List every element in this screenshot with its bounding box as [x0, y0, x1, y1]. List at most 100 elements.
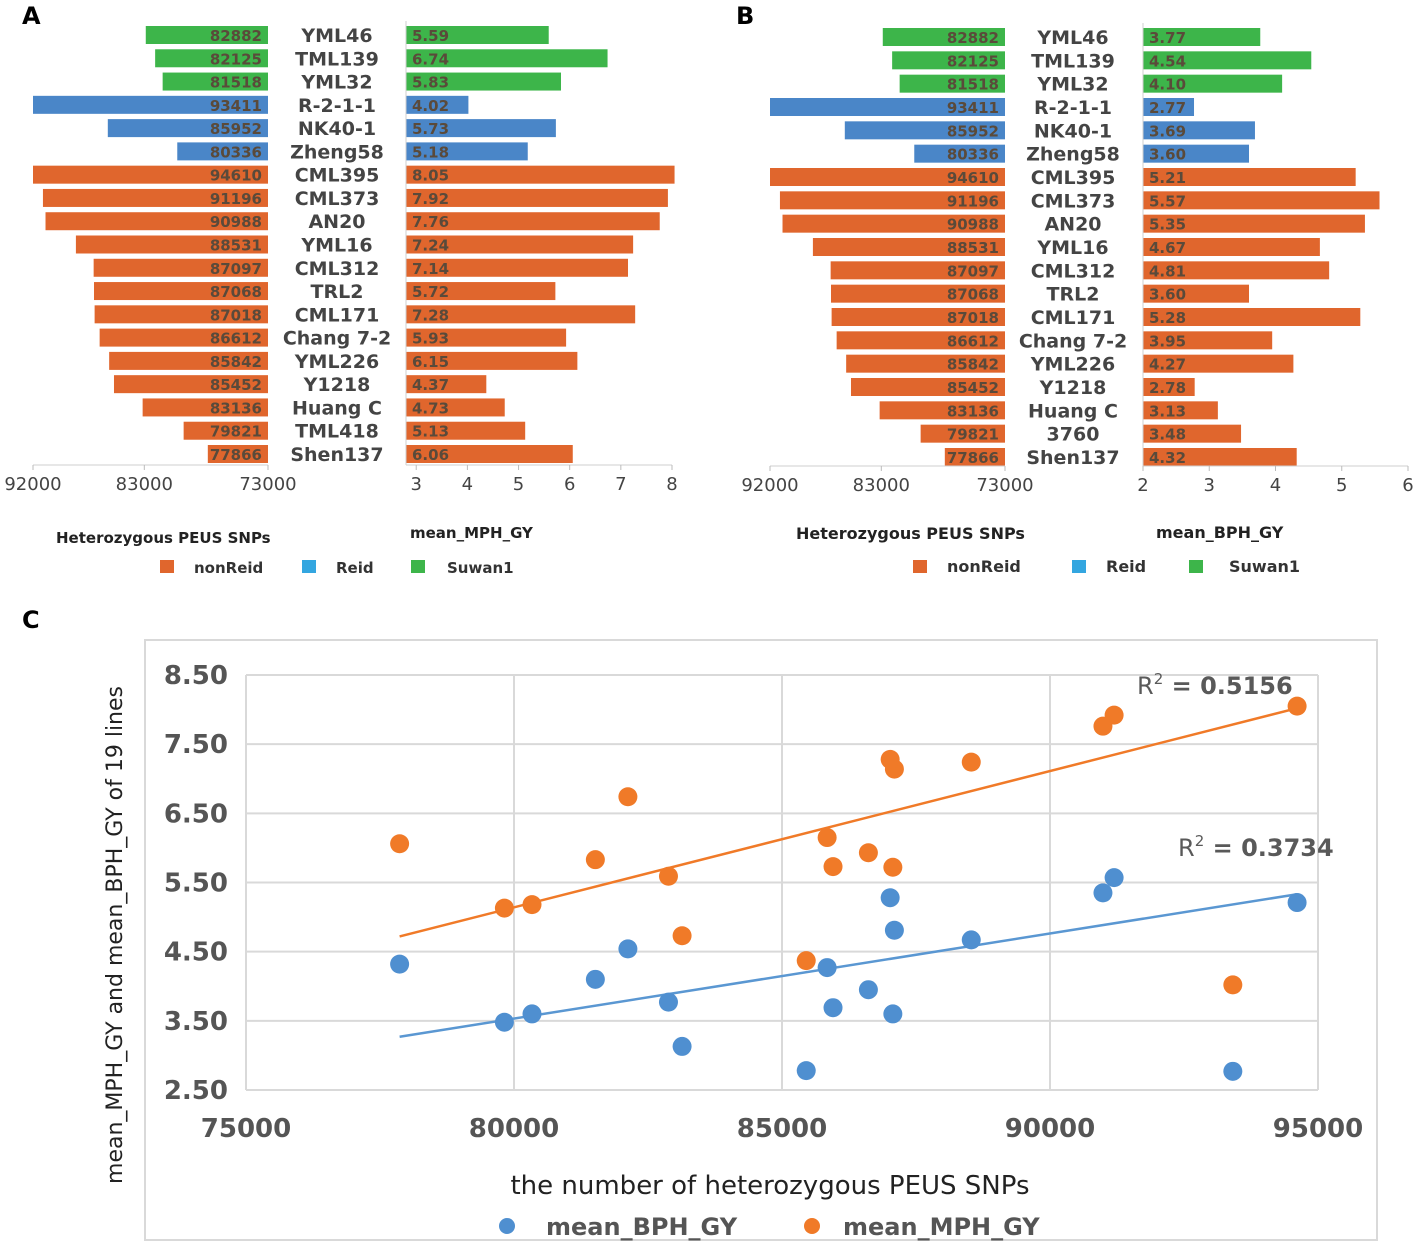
point-bph — [883, 1004, 903, 1024]
right-bar — [406, 421, 526, 440]
right-tick-label: 3 — [1204, 475, 1215, 496]
right-tick-label: 5 — [1336, 475, 1347, 496]
legend-marker-bph — [499, 1218, 515, 1234]
right-bar-label: 5.59 — [412, 27, 449, 45]
legend-label-nonreid: nonReid — [194, 559, 263, 577]
left-bar-label: 77866 — [210, 446, 262, 464]
legend-label-mph: mean_MPH_GY — [843, 1213, 1040, 1241]
left-bar — [207, 445, 268, 463]
left-bar — [899, 74, 1005, 93]
point-mph — [618, 787, 638, 807]
left-bar — [770, 98, 1005, 116]
right-bar-label: 4.32 — [1149, 449, 1186, 467]
right-bar-label: 4.67 — [1149, 239, 1186, 257]
left-bar-label: 83136 — [210, 399, 262, 417]
right-bar-label: 7.76 — [412, 213, 449, 231]
right-bar-label: 5.21 — [1149, 169, 1186, 187]
left-bar-label: 80336 — [947, 146, 999, 164]
legend-swatch-reid — [302, 560, 316, 573]
point-bph — [618, 939, 638, 959]
right-bar-label: 3.60 — [1149, 286, 1186, 304]
right-bar — [406, 119, 556, 138]
left-bar-label: 85952 — [210, 120, 262, 138]
right-bar-label: 7.92 — [412, 190, 449, 208]
left-bar-label: 83136 — [947, 402, 999, 420]
right-bar-label: 5.57 — [1149, 192, 1186, 210]
legend-swatch-nonreid — [913, 560, 927, 573]
category-label: TML139 — [1031, 50, 1115, 72]
category-label: NK40-1 — [298, 118, 376, 140]
left-bar — [113, 375, 268, 394]
category-label: CML395 — [295, 165, 380, 187]
point-bph — [796, 1061, 816, 1081]
point-bph — [585, 969, 605, 989]
right-tick-label: 6 — [1402, 475, 1413, 496]
category-label: TML139 — [295, 48, 379, 70]
left-bar-label: 85842 — [947, 356, 999, 374]
panel-b-right-axis-label: mean_BPH_GY — [1156, 523, 1284, 542]
left-bar-label: 87097 — [947, 262, 999, 280]
panel-c-y-axis-label: mean_MPH_GY and mean_BPH_GY of 19 lines — [103, 686, 128, 1184]
left-bar — [75, 235, 268, 254]
left-bar-label: 85842 — [210, 353, 262, 371]
left-bar — [812, 238, 1005, 256]
left-bar — [770, 168, 1005, 186]
right-bar-label: 4.81 — [1149, 262, 1186, 280]
right-bar — [406, 165, 675, 184]
category-label: NK40-1 — [1034, 120, 1112, 142]
panel-c-x-axis-label: the number of heterozygous PEUS SNPs — [510, 1171, 1029, 1201]
right-bar — [406, 49, 608, 68]
y-tick-label: 8.50 — [164, 661, 228, 691]
right-bar — [406, 188, 668, 207]
left-bar-label: 82882 — [947, 29, 999, 47]
right-bar-label: 5.28 — [1149, 309, 1186, 327]
right-tick-label: 8 — [666, 474, 677, 495]
right-bar-label: 3.77 — [1149, 29, 1186, 47]
left-bar — [33, 165, 268, 184]
x-tick-label: 95000 — [1273, 1114, 1363, 1144]
left-bar-label: 91196 — [210, 190, 262, 208]
point-bph — [880, 888, 900, 908]
left-bar — [99, 328, 268, 347]
category-label: Chang 7-2 — [283, 328, 391, 350]
right-bar — [406, 212, 660, 231]
trendline-mph — [399, 706, 1298, 938]
category-label: YML46 — [300, 25, 372, 47]
legend-label-suwan1: Suwan1 — [1229, 557, 1300, 576]
point-bph — [817, 958, 837, 978]
point-bph — [522, 1004, 542, 1024]
right-bar — [1143, 284, 1249, 303]
right-bar-label: 3.48 — [1149, 426, 1186, 444]
category-label: YML16 — [1036, 237, 1108, 259]
category-label: Zheng58 — [290, 141, 384, 163]
left-bar — [142, 398, 268, 417]
category-label: AN20 — [1044, 214, 1101, 236]
right-bar-label: 3.95 — [1149, 332, 1186, 350]
point-bph — [494, 1012, 514, 1032]
right-bar-label: 6.74 — [412, 50, 449, 68]
legend-label-reid: Reid — [336, 559, 374, 577]
right-bar-label: 4.54 — [1149, 52, 1186, 70]
right-bar-label: 5.73 — [412, 120, 449, 138]
left-bar-label: 94610 — [947, 169, 999, 187]
right-bar — [1143, 424, 1242, 443]
category-label: Y1218 — [1039, 377, 1107, 399]
category-label: TRL2 — [1047, 284, 1100, 306]
right-bar — [1143, 261, 1330, 280]
x-tick-label: 90000 — [1005, 1114, 1095, 1144]
point-mph — [1093, 716, 1113, 736]
left-bar-label: 91196 — [947, 192, 999, 210]
right-tick-label: 4 — [462, 474, 473, 495]
left-bar-label: 87068 — [210, 283, 262, 301]
left-bar-label: 77866 — [947, 449, 999, 467]
right-bar-label: 4.27 — [1149, 356, 1186, 374]
left-tick-label: 73000 — [976, 475, 1033, 496]
left-bar — [162, 72, 268, 91]
category-label: CML312 — [1031, 260, 1116, 282]
category-label: YML46 — [1036, 27, 1108, 49]
left-bar-label: 93411 — [210, 97, 262, 115]
category-label: Y1218 — [303, 374, 371, 396]
left-bar — [42, 188, 268, 207]
panel-c-legend: mean_BPH_GY mean_MPH_GY — [499, 1213, 1040, 1241]
category-label: YML226 — [1030, 354, 1115, 376]
